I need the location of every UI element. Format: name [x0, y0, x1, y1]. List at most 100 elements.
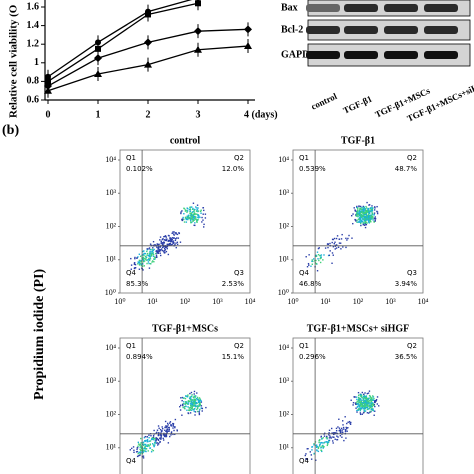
dot	[142, 259, 145, 262]
dot	[148, 252, 151, 254]
dot	[318, 445, 321, 447]
dot	[326, 437, 328, 439]
dot	[163, 435, 166, 438]
dot	[185, 395, 187, 397]
dot	[322, 444, 324, 447]
y-tick-label: 1.2	[27, 38, 40, 49]
blot-band	[384, 26, 418, 34]
dot	[148, 262, 150, 265]
dot	[197, 210, 199, 213]
dot	[176, 429, 178, 431]
dot	[340, 238, 343, 240]
dot	[196, 405, 199, 407]
y-tick-label: 10⁴	[278, 343, 289, 352]
marker	[95, 45, 101, 52]
dot	[192, 396, 195, 399]
quadrant-percent: 36.5%	[395, 353, 418, 361]
dot	[359, 402, 362, 404]
dot	[173, 237, 176, 239]
dot	[318, 441, 320, 444]
dot	[367, 398, 369, 401]
dot	[165, 430, 167, 433]
dot	[130, 264, 133, 266]
dot	[193, 215, 195, 218]
dot	[138, 444, 141, 446]
dot	[163, 241, 165, 243]
x-tick-label: 0	[46, 109, 51, 120]
dot	[165, 236, 167, 238]
dot	[170, 434, 172, 436]
dot	[317, 450, 320, 453]
dot	[350, 421, 352, 424]
dot	[317, 258, 319, 260]
dot	[367, 216, 370, 219]
dot	[165, 425, 167, 427]
dot	[148, 440, 151, 442]
dot	[189, 214, 191, 216]
dot	[325, 441, 328, 443]
dot	[370, 400, 373, 402]
dot	[161, 242, 163, 244]
dot	[362, 207, 365, 209]
dot	[196, 407, 199, 410]
dot	[342, 246, 344, 248]
dot	[138, 268, 141, 270]
dot	[358, 399, 360, 401]
dot-cloud	[130, 202, 207, 271]
dot	[357, 215, 359, 218]
dot	[359, 209, 361, 211]
dot	[317, 446, 320, 449]
dot	[146, 250, 148, 253]
dot	[189, 396, 191, 398]
dot	[196, 213, 198, 215]
dot	[326, 444, 329, 447]
dot	[369, 396, 372, 398]
dot	[164, 420, 167, 423]
dot	[370, 209, 373, 212]
dot	[357, 207, 359, 210]
dot	[368, 211, 370, 213]
dot	[360, 399, 362, 401]
marker	[244, 42, 252, 50]
dot	[322, 442, 324, 444]
dot	[146, 252, 149, 255]
dot	[361, 215, 364, 217]
plot-title: TGF-β1+MSCs+ siHGF	[307, 323, 410, 334]
dot	[138, 263, 141, 266]
dot	[190, 221, 192, 223]
dot	[144, 450, 146, 452]
dot	[368, 390, 371, 392]
dot	[172, 433, 174, 436]
dot	[366, 408, 369, 411]
dot	[145, 445, 147, 447]
dot	[179, 241, 182, 243]
dot	[367, 210, 370, 213]
dot	[199, 404, 201, 406]
dot	[364, 399, 366, 401]
dot	[133, 449, 135, 452]
dot	[325, 437, 328, 439]
dot	[366, 407, 369, 409]
quadrant-percent: 15.1%	[222, 353, 245, 361]
dot	[172, 231, 174, 233]
y-tick-label: 10²	[279, 221, 290, 230]
dot	[198, 410, 200, 413]
dot	[166, 245, 169, 248]
dot	[313, 452, 315, 455]
dot	[151, 437, 153, 440]
dot	[363, 408, 365, 410]
dot	[364, 213, 366, 216]
dot	[315, 263, 318, 265]
dot	[150, 252, 152, 255]
dot	[359, 214, 361, 216]
dot	[353, 396, 355, 398]
dot	[191, 409, 193, 411]
dot	[153, 445, 155, 447]
dot	[367, 207, 369, 210]
dot	[363, 213, 365, 215]
dot	[359, 413, 362, 416]
dot	[319, 439, 321, 441]
dot	[149, 248, 152, 251]
dot	[187, 406, 189, 408]
